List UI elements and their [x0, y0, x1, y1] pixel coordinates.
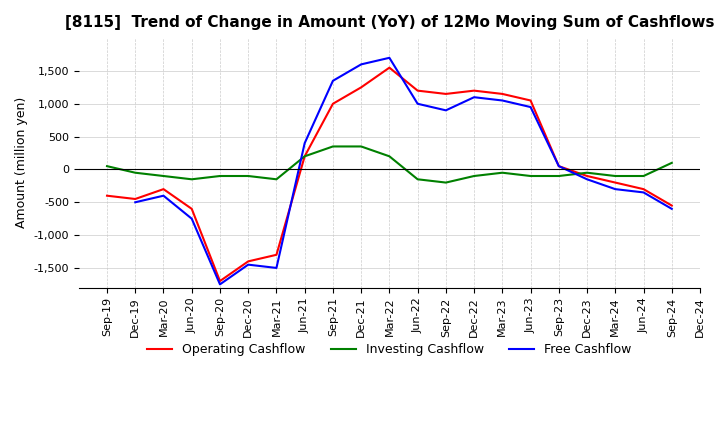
Operating Cashflow	[187, 206, 196, 212]
Line: Operating Cashflow: Operating Cashflow	[107, 68, 672, 281]
Investing Cashflow	[187, 176, 196, 182]
Operating Cashflow	[667, 203, 676, 208]
Free Cashflow	[216, 282, 225, 287]
Investing Cashflow	[216, 173, 225, 179]
Free Cashflow	[582, 176, 591, 182]
Investing Cashflow	[159, 173, 168, 179]
Operating Cashflow	[103, 193, 112, 198]
Operating Cashflow	[469, 88, 478, 93]
Investing Cashflow	[385, 154, 394, 159]
Operating Cashflow	[441, 91, 450, 96]
Investing Cashflow	[526, 173, 535, 179]
Free Cashflow	[159, 193, 168, 198]
Free Cashflow	[187, 216, 196, 221]
Investing Cashflow	[300, 154, 309, 159]
Investing Cashflow	[639, 173, 648, 179]
Investing Cashflow	[328, 144, 337, 149]
Line: Free Cashflow: Free Cashflow	[135, 58, 672, 284]
Free Cashflow	[244, 262, 253, 267]
Free Cashflow	[554, 164, 563, 169]
Operating Cashflow	[216, 279, 225, 284]
Free Cashflow	[639, 190, 648, 195]
Investing Cashflow	[667, 160, 676, 165]
Investing Cashflow	[413, 176, 422, 182]
Y-axis label: Amount (million yen): Amount (million yen)	[15, 97, 28, 228]
Free Cashflow	[413, 101, 422, 106]
Title: [8115]  Trend of Change in Amount (YoY) of 12Mo Moving Sum of Cashflows: [8115] Trend of Change in Amount (YoY) o…	[65, 15, 714, 30]
Operating Cashflow	[385, 65, 394, 70]
Free Cashflow	[300, 140, 309, 146]
Investing Cashflow	[582, 170, 591, 176]
Free Cashflow	[441, 108, 450, 113]
Free Cashflow	[272, 265, 281, 271]
Operating Cashflow	[131, 196, 140, 202]
Operating Cashflow	[357, 85, 366, 90]
Free Cashflow	[385, 55, 394, 60]
Free Cashflow	[526, 104, 535, 110]
Investing Cashflow	[498, 170, 507, 176]
Operating Cashflow	[159, 187, 168, 192]
Operating Cashflow	[611, 180, 620, 185]
Free Cashflow	[498, 98, 507, 103]
Operating Cashflow	[639, 187, 648, 192]
Operating Cashflow	[498, 91, 507, 96]
Investing Cashflow	[469, 173, 478, 179]
Operating Cashflow	[582, 173, 591, 179]
Investing Cashflow	[244, 173, 253, 179]
Operating Cashflow	[413, 88, 422, 93]
Operating Cashflow	[526, 98, 535, 103]
Investing Cashflow	[441, 180, 450, 185]
Line: Investing Cashflow: Investing Cashflow	[107, 147, 672, 183]
Investing Cashflow	[554, 173, 563, 179]
Operating Cashflow	[272, 252, 281, 257]
Investing Cashflow	[272, 176, 281, 182]
Operating Cashflow	[300, 154, 309, 159]
Investing Cashflow	[131, 170, 140, 176]
Legend: Operating Cashflow, Investing Cashflow, Free Cashflow: Operating Cashflow, Investing Cashflow, …	[143, 338, 636, 361]
Free Cashflow	[667, 206, 676, 212]
Operating Cashflow	[244, 259, 253, 264]
Operating Cashflow	[328, 101, 337, 106]
Investing Cashflow	[357, 144, 366, 149]
Free Cashflow	[131, 200, 140, 205]
Investing Cashflow	[611, 173, 620, 179]
Investing Cashflow	[103, 164, 112, 169]
Free Cashflow	[357, 62, 366, 67]
Free Cashflow	[469, 95, 478, 100]
Free Cashflow	[328, 78, 337, 84]
Operating Cashflow	[554, 164, 563, 169]
Free Cashflow	[611, 187, 620, 192]
